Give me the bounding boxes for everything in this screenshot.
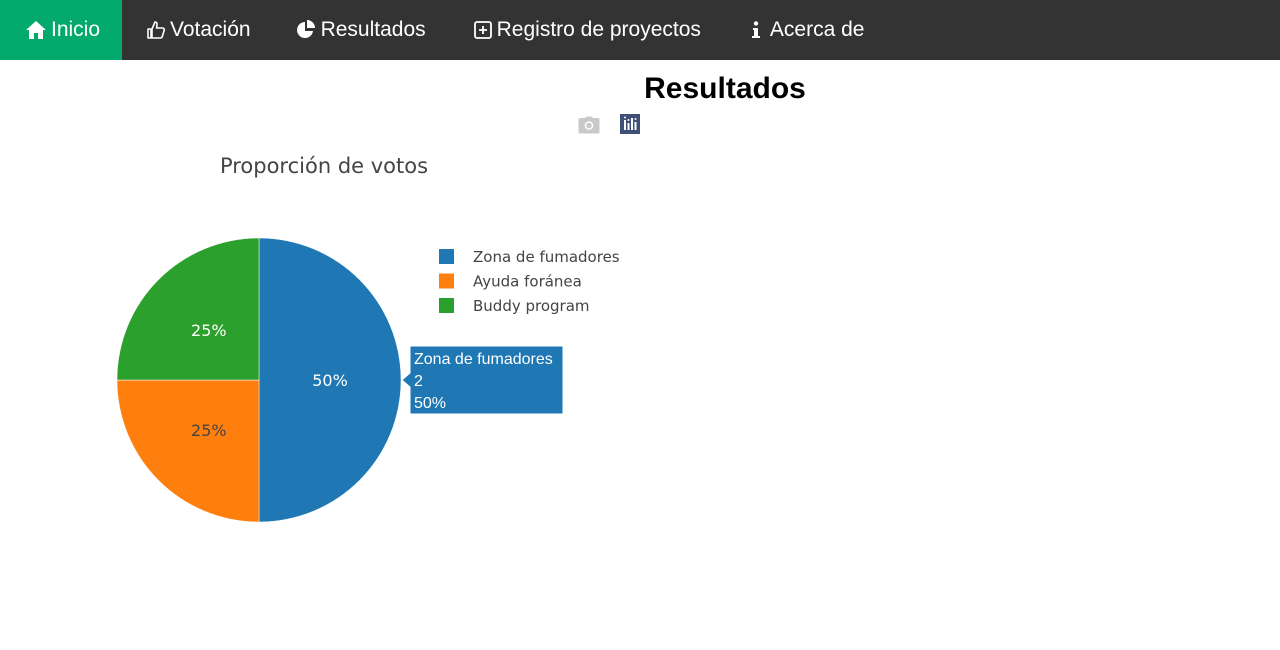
pie-slice-label: 50% xyxy=(312,371,348,390)
pie-slice-label: 25% xyxy=(191,321,227,340)
pie-slice-labels: 50% 25% 25% xyxy=(191,321,348,440)
nav-item-acerca-de[interactable]: Acerca de xyxy=(748,0,865,60)
top-navbar: Inicio Votación Resultados Registro de p… xyxy=(0,0,1280,60)
nav-item-inicio[interactable]: Inicio xyxy=(0,0,122,60)
nav-item-votacion[interactable]: Votación xyxy=(122,0,251,60)
pie-slice-0[interactable] xyxy=(258,237,402,523)
hover-label: Zona de fumadores xyxy=(414,351,553,368)
legend-swatch[interactable] xyxy=(439,249,454,264)
legend: Zona de fumadores Ayuda foránea Buddy prog… xyxy=(439,248,620,315)
pie-slice-2[interactable] xyxy=(116,237,260,381)
legend-swatch[interactable] xyxy=(439,273,454,289)
plotly-logo-icon[interactable] xyxy=(620,114,640,139)
pie-slice-1[interactable] xyxy=(116,379,260,523)
nav-item-resultados[interactable]: Resultados xyxy=(295,0,426,60)
nav-item-label: Inicio xyxy=(51,18,101,41)
thumbs-up-icon xyxy=(146,20,166,40)
legend-swatch[interactable] xyxy=(439,298,454,313)
nav-item-label: Resultados xyxy=(320,18,426,41)
legend-label[interactable]: Buddy program xyxy=(473,297,590,315)
legend-label[interactable]: Ayuda foránea xyxy=(473,273,582,291)
page-title: Resultados xyxy=(644,72,806,105)
nav-item-label: Registro de proyectos xyxy=(496,18,701,41)
legend-label[interactable]: Zona de fumadores xyxy=(473,248,620,266)
chart-title: Proporción de votos xyxy=(220,154,428,178)
info-icon xyxy=(748,20,766,40)
nav-item-label: Acerca de xyxy=(769,18,865,41)
pie-slices xyxy=(116,237,402,523)
pie-chart: Proporción de votos 50% 25% 25% Zona de fu… xyxy=(116,154,620,523)
nav-item-registro-de-proyectos[interactable]: Registro de proyectos xyxy=(473,0,701,60)
plus-square-icon xyxy=(473,20,493,40)
hover-tooltip-box xyxy=(401,345,564,415)
hover-percent: 50% xyxy=(414,395,446,412)
pie-chart-icon xyxy=(295,19,317,41)
hover-tooltip: Zona de fumadores 2 50% xyxy=(401,345,564,415)
home-icon xyxy=(25,20,47,40)
pie-slice-label: 25% xyxy=(191,421,227,440)
hover-value: 2 xyxy=(414,373,423,390)
nav-item-label: Votación xyxy=(170,18,251,41)
camera-icon[interactable] xyxy=(578,116,600,139)
